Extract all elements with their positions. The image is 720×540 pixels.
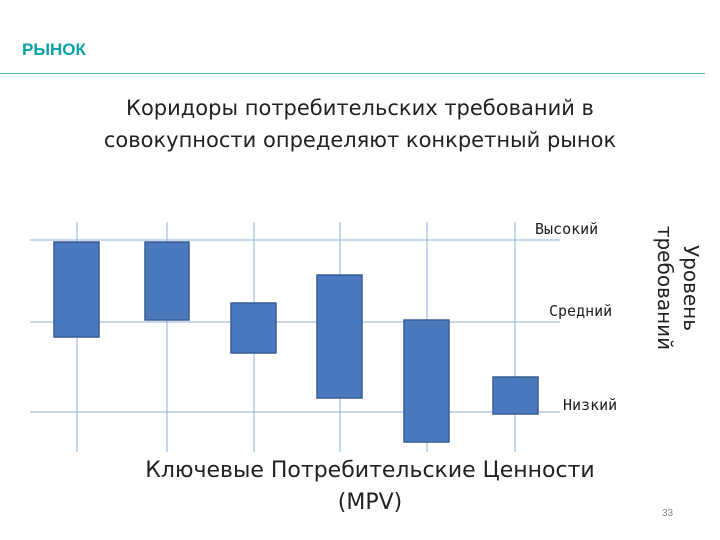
corridor-box-1 xyxy=(53,241,100,338)
corridor-box-3 xyxy=(230,302,277,354)
section-title: РЫНОК xyxy=(22,40,86,59)
subtitle-line-2: совокупности определяют конкретный рынок xyxy=(103,128,617,152)
y-axis-label: Уровень требований xyxy=(652,226,704,350)
slide-subtitle: Коридоры потребительских требований в со… xyxy=(70,92,650,156)
header-divider xyxy=(0,73,705,74)
y-axis-label-line-1: Уровень xyxy=(679,244,703,332)
page-number: 33 xyxy=(662,508,674,519)
y-axis-label-line-2: требований xyxy=(653,225,677,351)
subtitle-line-1: Коридоры потребительских требований в xyxy=(126,96,594,120)
x-axis-label: Ключевые Потребительские Ценности (MPV) xyxy=(95,455,645,519)
level-label-mid: Средний xyxy=(549,302,613,320)
corridor-box-6 xyxy=(492,376,539,415)
x-axis-label-line-1: Ключевые Потребительские Ценности xyxy=(145,458,595,483)
corridor-box-5 xyxy=(403,319,450,443)
level-label-low: Низкий xyxy=(563,396,618,414)
corridor-box-4 xyxy=(316,274,363,399)
x-axis-label-line-2: (MPV) xyxy=(337,490,403,515)
level-label-high: Высокий xyxy=(535,220,599,238)
corridor-box-2 xyxy=(144,241,190,321)
